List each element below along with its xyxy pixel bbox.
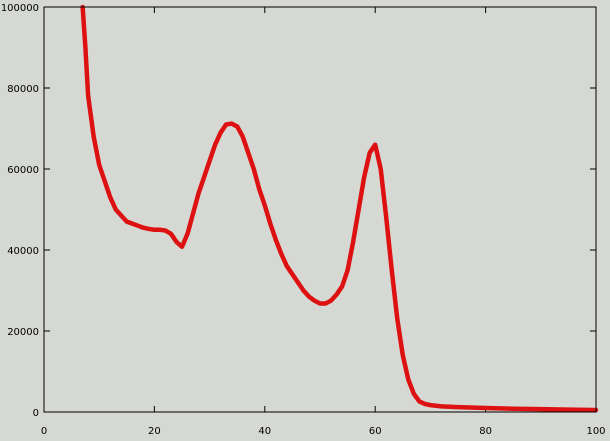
x-tick-label: 40	[258, 426, 271, 437]
x-tick-label: 80	[479, 426, 492, 437]
y-tick-label: 100000	[1, 3, 39, 14]
y-tick-label: 80000	[7, 84, 39, 95]
series-layer	[80, 4, 599, 413]
series-line	[80, 4, 599, 413]
plot-frame	[43, 6, 597, 413]
y-tick-label: 0	[33, 408, 39, 419]
x-tick-label: 0	[41, 426, 47, 437]
ticks-layer	[43, 6, 597, 413]
x-tick-label: 60	[369, 426, 382, 437]
x-tick-label: 100	[586, 426, 605, 437]
y-tick-label: 40000	[7, 246, 39, 257]
y-tick-label: 20000	[7, 327, 39, 338]
tick-labels-layer: 0 20 40 60 80 100 0 20000 40000 60000 80000 100000	[1, 3, 606, 437]
y-tick-label: 60000	[7, 165, 39, 176]
x-tick-label: 20	[148, 426, 161, 437]
